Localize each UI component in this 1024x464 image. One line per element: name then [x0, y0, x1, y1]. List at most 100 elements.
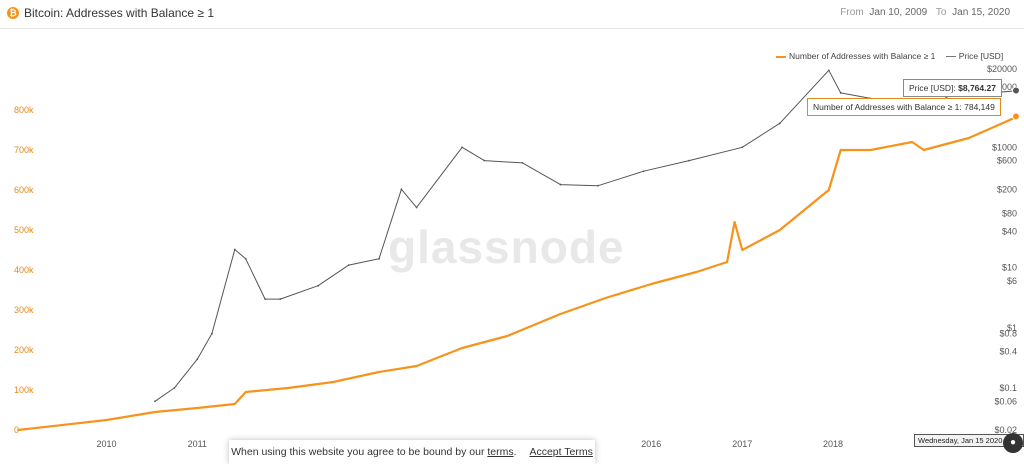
addresses-point [59, 424, 62, 427]
left-axis-tick: 100k [14, 385, 34, 395]
price-point [196, 358, 199, 361]
price-point [378, 257, 380, 260]
legend-addresses-swatch [776, 55, 786, 58]
to-date[interactable]: Jan 15, 2020 [952, 7, 1010, 18]
price-point [461, 146, 463, 149]
right-axis-tick: $40 [1002, 226, 1017, 236]
bitcoin-icon: ₿ [7, 7, 19, 19]
addresses-point [559, 313, 562, 315]
addresses-point [741, 249, 744, 251]
right-axis-tick: $80 [1002, 208, 1017, 218]
addresses-point [733, 221, 736, 223]
addresses-point [869, 149, 872, 151]
right-axis-tick: $6 [1007, 276, 1017, 286]
addresses-point [726, 261, 728, 263]
right-axis-tick: $0.06 [994, 396, 1017, 406]
right-axis-tick: $10000 [987, 82, 1017, 92]
price-point [173, 387, 176, 389]
addresses-point [506, 335, 509, 337]
cookie-text: When using this website you agree to be … [231, 446, 488, 458]
right-axis-tick: $600 [997, 156, 1017, 166]
addresses-point [911, 141, 913, 143]
addresses-point [650, 283, 653, 285]
left-axis-tick: 700k [14, 145, 34, 155]
price-point [483, 159, 486, 162]
crosshair-date-label: Wednesday, Jan 15 2020 UTC [914, 434, 1024, 447]
legend-price[interactable]: Price [USD] [945, 51, 1003, 61]
price-point [415, 206, 418, 209]
price-point [154, 400, 156, 403]
right-axis-tick: $1 [1007, 323, 1017, 333]
price-point [400, 188, 403, 191]
price-point [244, 257, 247, 260]
right-axis-tick: $0.02 [994, 425, 1017, 435]
price-point [642, 170, 645, 173]
left-axis-tick: 500k [14, 225, 34, 235]
left-axis-tick: 0 [14, 425, 19, 435]
price-point [688, 159, 690, 162]
left-axis-tick: 300k [14, 305, 34, 315]
price-tooltip: Price [USD]: $8,764.27 [903, 79, 1002, 97]
price-point [347, 264, 350, 267]
from-date[interactable]: Jan 10, 2009 [869, 7, 928, 18]
addresses-point [967, 137, 970, 139]
price-point [597, 184, 599, 187]
addresses-point [839, 149, 842, 151]
watermark-logo: glassnode [388, 221, 625, 273]
chat-icon[interactable]: ● [1003, 433, 1023, 453]
chart-header: ₿ Bitcoin: Addresses with Balance ≥ 1 Fr… [0, 0, 1024, 29]
price-point [521, 162, 524, 164]
date-range[interactable]: From Jan 10, 2009 To Jan 15, 2020 [840, 7, 1016, 18]
addresses-point [17, 429, 19, 431]
x-axis-tick: 2010 [96, 439, 116, 449]
left-axis-tick: 200k [14, 345, 34, 355]
price-point [317, 284, 319, 287]
price-point [211, 332, 213, 335]
addresses-point [378, 371, 380, 373]
price-point [827, 69, 830, 72]
chart-legend: Number of Addresses with Balance ≥ 1 Pri… [776, 51, 1011, 61]
terms-link[interactable]: terms [487, 446, 514, 458]
right-axis-tick: $1000 [992, 142, 1017, 152]
addresses-point [922, 149, 925, 151]
right-axis-tick: $0.8 [999, 329, 1017, 339]
right-axis-tick: $20000 [987, 64, 1017, 74]
addresses-point [604, 297, 607, 299]
addresses-point [287, 387, 289, 389]
right-axis-tick: $0.4 [999, 347, 1017, 357]
price-point [741, 146, 744, 149]
addresses-point [233, 403, 236, 405]
addresses-point [695, 271, 698, 273]
price-point [233, 248, 236, 251]
addresses-point [461, 347, 463, 349]
x-axis-tick: 2016 [641, 439, 661, 449]
price-point [839, 92, 842, 94]
to-label: To [935, 7, 947, 18]
addresses-tooltip: Number of Addresses with Balance ≥ 1: 78… [807, 98, 1001, 116]
price-hover-marker [1012, 86, 1020, 95]
addresses-hover-marker [1012, 112, 1020, 121]
accept-terms-button[interactable]: Accept Terms [529, 446, 593, 458]
addresses-series-line [17, 115, 1019, 432]
addresses-point [244, 391, 247, 393]
price-point [279, 298, 282, 300]
price-point [559, 183, 562, 186]
cookie-banner: When using this website you agree to be … [229, 440, 595, 464]
legend-price-swatch [945, 56, 956, 58]
from-label: From [840, 7, 864, 18]
addresses-point [990, 127, 993, 129]
price-point [264, 298, 267, 300]
addresses-point [332, 381, 335, 383]
left-axis-tick: 600k [14, 185, 34, 195]
addresses-point [154, 411, 156, 413]
right-axis-tick: $10 [1002, 263, 1017, 273]
addresses-point [105, 419, 108, 421]
legend-addresses[interactable]: Number of Addresses with Balance ≥ 1 [776, 51, 938, 61]
x-axis-tick: 2018 [823, 439, 843, 449]
addresses-point [196, 407, 199, 409]
right-axis-tick: $0.1 [999, 383, 1017, 393]
addresses-point [827, 189, 830, 191]
x-axis-tick: 2011 [188, 439, 207, 449]
addresses-point [778, 229, 781, 231]
